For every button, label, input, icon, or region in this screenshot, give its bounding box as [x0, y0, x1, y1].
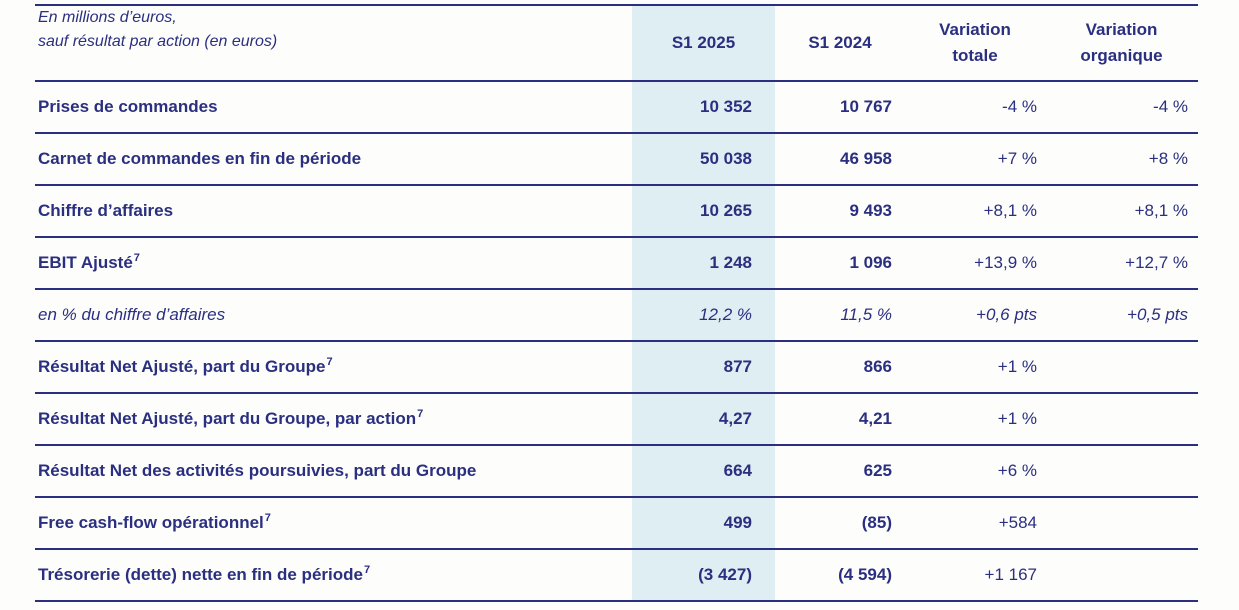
table-row: Carnet de commandes en fin de période 50…: [35, 134, 1198, 186]
value-variation-totale: +1 %: [997, 409, 1037, 428]
table-row: Trésorerie (dette) nette en fin de pério…: [35, 550, 1198, 602]
table-row: EBIT Ajusté7 1 248 1 096 +13,9 % +12,7 %: [35, 238, 1198, 290]
value-s1-2024: 11,5 %: [840, 305, 892, 324]
value-s1-2024: (85): [861, 513, 892, 532]
unit-note-line1: En millions d’euros,: [38, 9, 177, 26]
variation-totale-line2: totale: [952, 46, 998, 65]
value-s1-2024: 625: [863, 461, 892, 480]
row-label: Prises de commandes: [38, 97, 218, 116]
value-variation-organique: [1045, 394, 1198, 444]
footnote-reference: 7: [326, 356, 333, 369]
value-variation-totale: +1 %: [997, 357, 1037, 376]
row-label: Résultat Net Ajusté, part du Groupe7: [38, 356, 333, 376]
column-header-variation-organique: Variation organique: [1045, 6, 1198, 80]
value-s1-2025: 10 265: [632, 186, 775, 236]
column-header-s1-2024-label: S1 2024: [808, 33, 872, 52]
row-label-cell: Trésorerie (dette) nette en fin de pério…: [35, 550, 632, 600]
row-label: en % du chiffre d’affaires: [38, 305, 226, 324]
value-s1-2024: 46 958: [840, 149, 892, 168]
row-label: Free cash-flow opérationnel7: [38, 512, 271, 532]
value-variation-totale: +8,1 %: [983, 201, 1037, 220]
value-variation-organique: +12,7 %: [1125, 253, 1188, 272]
row-label: Résultat Net Ajusté, part du Groupe, par…: [38, 408, 424, 428]
value-s1-2025: (3 427): [632, 550, 775, 600]
financial-results-table: En millions d’euros, sauf résultat par a…: [35, 4, 1198, 602]
row-label-cell: Carnet de commandes en fin de période: [35, 134, 632, 184]
value-s1-2024: 10 767: [840, 97, 892, 116]
value-s1-2025: 499: [632, 498, 775, 548]
value-s1-2025: 12,2 %: [632, 290, 775, 340]
value-s1-2025: 10 352: [632, 82, 775, 132]
value-variation-organique: [1045, 498, 1198, 548]
value-s1-2025: 4,27: [632, 394, 775, 444]
row-label-cell: Résultat Net des activités poursuivies, …: [35, 446, 632, 496]
value-variation-totale: +13,9 %: [974, 253, 1037, 272]
footnote-reference: 7: [264, 512, 271, 525]
table-header-row: En millions d’euros, sauf résultat par a…: [35, 6, 1198, 82]
row-label-cell: en % du chiffre d’affaires: [35, 290, 632, 340]
value-s1-2024: 1 096: [849, 253, 892, 272]
table-row: Résultat Net Ajusté, part du Groupe7 877…: [35, 342, 1198, 394]
value-s1-2024: 866: [863, 357, 892, 376]
row-label-cell: EBIT Ajusté7: [35, 238, 632, 288]
footnote-reference: 7: [417, 408, 424, 421]
footnote-reference: 7: [363, 564, 371, 577]
value-variation-totale: +7 %: [997, 149, 1037, 168]
row-label: Carnet de commandes en fin de période: [38, 149, 362, 168]
value-s1-2025: 664: [632, 446, 775, 496]
row-label: Résultat Net des activités poursuivies, …: [38, 461, 477, 480]
value-variation-organique: +0,5 pts: [1127, 305, 1188, 324]
table-body: Prises de commandes 10 352 10 767 -4 % -…: [35, 82, 1198, 602]
variation-totale-line1: Variation: [939, 20, 1011, 39]
row-label-cell: Chiffre d’affaires: [35, 186, 632, 236]
unit-note-line2: sauf résultat par action (en euros): [38, 33, 278, 50]
column-header-s1-2025: S1 2025: [632, 6, 775, 80]
value-variation-organique: [1045, 446, 1198, 496]
row-label: EBIT Ajusté7: [38, 252, 140, 272]
row-label-cell: Résultat Net Ajusté, part du Groupe, par…: [35, 394, 632, 444]
value-variation-organique: +8 %: [1148, 149, 1188, 168]
row-label-cell: Free cash-flow opérationnel7: [35, 498, 632, 548]
table-row: en % du chiffre d’affaires 12,2 % 11,5 %…: [35, 290, 1198, 342]
column-header-s1-2024: S1 2024: [775, 6, 905, 80]
row-label-cell: Résultat Net Ajusté, part du Groupe7: [35, 342, 632, 392]
row-label-cell: Prises de commandes: [35, 82, 632, 132]
table-row: Free cash-flow opérationnel7 499 (85) +5…: [35, 498, 1198, 550]
column-header-variation-totale: Variation totale: [905, 6, 1045, 80]
table-row: Résultat Net des activités poursuivies, …: [35, 446, 1198, 498]
value-s1-2025: 877: [632, 342, 775, 392]
value-s1-2024: 9 493: [849, 201, 892, 220]
unit-note: En millions d’euros, sauf résultat par a…: [35, 6, 632, 80]
value-variation-organique: [1045, 550, 1198, 600]
value-s1-2024: (4 594): [838, 565, 892, 584]
footnote-reference: 7: [133, 252, 140, 265]
value-s1-2025: 1 248: [632, 238, 775, 288]
value-variation-organique: -4 %: [1153, 97, 1188, 116]
value-variation-organique: [1045, 342, 1198, 392]
row-label: Trésorerie (dette) nette en fin de pério…: [38, 564, 371, 584]
variation-organique-line1: Variation: [1085, 20, 1158, 39]
row-label: Chiffre d’affaires: [38, 201, 174, 220]
value-variation-totale: +1 167: [984, 565, 1037, 584]
value-variation-organique: +8,1 %: [1134, 201, 1188, 220]
table-row: Prises de commandes 10 352 10 767 -4 % -…: [35, 82, 1198, 134]
value-variation-totale: -4 %: [1002, 97, 1037, 116]
variation-organique-line2: organique: [1080, 46, 1163, 65]
table-row: Résultat Net Ajusté, part du Groupe, par…: [35, 394, 1198, 446]
value-variation-totale: +584: [998, 513, 1037, 532]
value-s1-2025: 50 038: [632, 134, 775, 184]
value-s1-2024: 4,21: [858, 409, 892, 428]
value-variation-totale: +0,6 pts: [976, 305, 1037, 324]
column-header-s1-2025-label: S1 2025: [671, 33, 736, 52]
value-variation-totale: +6 %: [997, 461, 1037, 480]
table-row: Chiffre d’affaires 10 265 9 493 +8,1 % +…: [35, 186, 1198, 238]
